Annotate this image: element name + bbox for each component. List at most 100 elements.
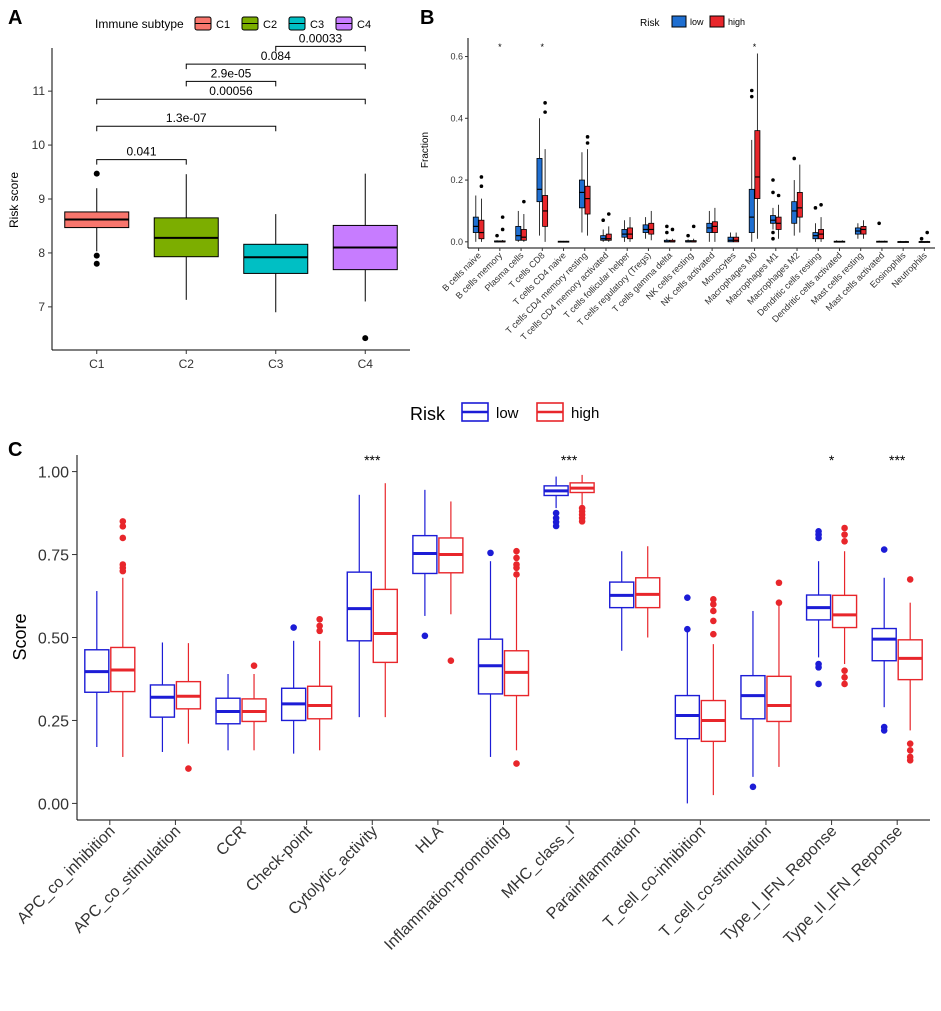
significance-b: * xyxy=(498,42,502,52)
legend-b-label-low: low xyxy=(690,17,704,27)
box-c-outlier xyxy=(815,680,822,688)
tick-label-c-x: CCR xyxy=(213,823,250,860)
legend-a-label-C4: C4 xyxy=(357,19,371,31)
panel-b-label: B xyxy=(420,7,434,29)
box-c-outlier xyxy=(290,624,297,631)
tick-label-c-x: Type_II_IFN_Reponse xyxy=(781,823,906,948)
box-c-outlier xyxy=(710,617,717,625)
box-b-high xyxy=(648,222,655,235)
box-c-low xyxy=(674,694,701,740)
box-c-low xyxy=(149,684,176,718)
box-b-outlier xyxy=(585,135,590,139)
box-b-outlier xyxy=(585,141,590,145)
tick-label-a-y: 11 xyxy=(33,84,46,98)
box-c-outlier xyxy=(487,549,494,557)
box-b-low xyxy=(791,201,798,224)
box-b-outlier xyxy=(771,230,775,235)
box-b-outlier xyxy=(771,190,775,195)
box-b-outlier xyxy=(479,175,484,179)
box-b-high xyxy=(860,225,867,235)
box-c-outlier xyxy=(775,579,783,587)
box-c-outlier xyxy=(513,571,520,578)
box-b-outlier xyxy=(792,156,797,161)
box-c-high xyxy=(831,594,858,629)
box-b-outlier xyxy=(691,224,696,229)
box-b-low xyxy=(600,235,607,241)
box-b-low xyxy=(579,179,585,209)
tick-label-a-y: 10 xyxy=(32,138,46,152)
box-c-outlier xyxy=(185,765,192,772)
box-b-outlier xyxy=(877,221,881,226)
comparison-bracket xyxy=(96,98,366,105)
tick-label-b-y: 0.6 xyxy=(450,52,463,62)
legend-b-title: Risk xyxy=(640,18,660,29)
tick-label-c-x: Inflammation-promoting xyxy=(381,823,512,954)
tick-label-b-y: 0.4 xyxy=(450,113,463,123)
box-c-outlier xyxy=(841,531,848,538)
comparison-pvalue: 0.084 xyxy=(261,49,291,63)
panel-a-plot: 7 8 9 10 11 C1 C2 C3 C4 0.041 1.3e-070.00056 2.9e-0… xyxy=(32,31,410,371)
tick-label-c-x: HLA xyxy=(413,823,447,857)
legend-b-key-low xyxy=(671,15,687,28)
box-a-C3 xyxy=(243,243,309,274)
box-b-high xyxy=(627,227,633,240)
comparison-bracket xyxy=(185,80,277,87)
box-b-outlier xyxy=(749,94,754,99)
box-b-outlier xyxy=(771,236,775,241)
panel-a-label: A xyxy=(8,7,22,29)
box-c-outlier xyxy=(749,783,757,791)
box-a-outlier xyxy=(93,170,100,177)
box-c-outlier xyxy=(906,740,914,747)
box-c-outlier xyxy=(841,524,848,532)
legend-b-label-high: high xyxy=(728,17,745,27)
box-c-outlier xyxy=(316,627,323,635)
legend-c-title: Risk xyxy=(410,404,446,424)
box-c-outlier xyxy=(578,518,586,525)
box-b-outlier xyxy=(749,88,754,93)
comparison-pvalue: 1.3e-07 xyxy=(166,111,207,125)
significance-b: * xyxy=(753,42,757,52)
box-c-low xyxy=(871,627,897,662)
tick-label-a-y: 7 xyxy=(38,300,45,314)
box-b-outlier xyxy=(601,218,605,223)
legend-a-title: Immune subtype xyxy=(95,17,184,31)
comparison-bracket xyxy=(96,125,277,132)
box-c-outlier xyxy=(684,625,691,633)
box-b-high xyxy=(754,130,761,199)
box-c-outlier xyxy=(421,632,429,640)
legend-a-label-C2: C2 xyxy=(263,19,277,31)
box-b-outlier xyxy=(686,233,690,238)
legend-b: Risk low high xyxy=(640,15,745,29)
tick-label-c-y: 0.25 xyxy=(38,713,69,730)
box-c-outlier xyxy=(841,667,848,674)
tick-label-a-x: C1 xyxy=(89,357,105,371)
tick-label-c-y: 1.00 xyxy=(38,465,69,482)
box-b-high xyxy=(796,192,803,218)
significance-b: * xyxy=(541,42,545,52)
box-b-high xyxy=(733,236,740,243)
box-b-high xyxy=(584,185,591,215)
panel-b-ylabel: Fraction xyxy=(420,132,431,168)
significance-c: *** xyxy=(364,452,381,468)
box-b-outlier xyxy=(925,230,929,235)
legend-c-items: low high xyxy=(461,402,599,422)
box-b-outlier xyxy=(543,110,547,114)
box-b-high xyxy=(478,219,485,240)
box-b-high xyxy=(605,233,612,241)
box-c-outlier xyxy=(710,607,717,615)
box-b-outlier xyxy=(665,230,669,235)
box-c-outlier xyxy=(710,630,717,638)
box-c-outlier xyxy=(775,599,783,606)
box-c-outlier xyxy=(447,657,455,665)
box-a-outlier xyxy=(93,252,100,259)
tick-label-a-y: 9 xyxy=(38,192,45,206)
box-c-outlier xyxy=(513,561,520,568)
box-b-low xyxy=(472,216,479,233)
comparison-bracket xyxy=(96,159,187,165)
box-c-high xyxy=(306,685,333,720)
tick-label-c-x: APC_co_stimulation xyxy=(70,823,184,937)
panel-c-plot: 0.000.250.500.751.00APC_co_inhibitionAPC… xyxy=(14,452,930,954)
box-c-outlier xyxy=(513,547,520,555)
box-c-outlier xyxy=(513,554,520,562)
box-c-outlier xyxy=(815,534,822,542)
